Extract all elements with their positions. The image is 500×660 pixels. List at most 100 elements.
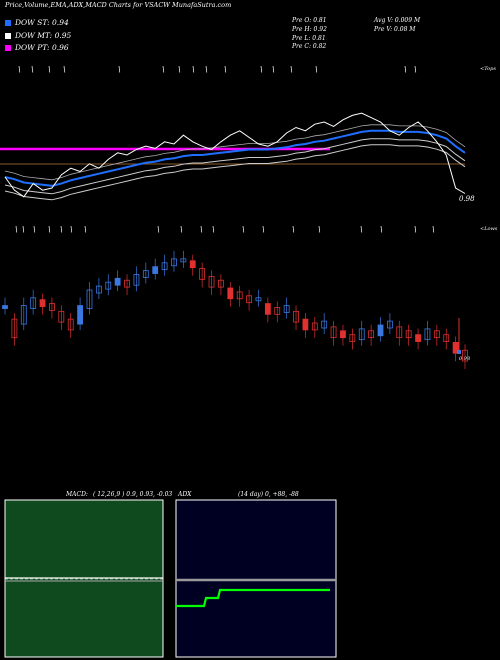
top-arrow: \ [315,65,318,74]
last-candle-body [457,350,461,354]
candle-body [433,330,440,339]
candle-body [105,281,112,290]
candle-body [283,305,290,313]
bottom-arrow: \ [292,225,295,234]
bottom-arrow: \ [15,225,18,234]
last-price-label-lower: 0.98 [459,356,471,362]
bottom-arrow: \ [432,225,435,234]
candle-body [274,307,281,315]
top-arrow: \ [192,65,195,74]
envelope-low-line [4,144,466,201]
candle-body [293,310,299,323]
bottom-arrow: \ [380,225,383,234]
top-arrow: \ [414,65,417,74]
candle-body [133,274,140,286]
candle-body [443,334,450,342]
bottom-arrow: \ [70,225,73,234]
candle-body [161,262,168,271]
candle-body [208,275,215,288]
stat-prev-high: Pre H: 0.92 [292,26,327,33]
candle-body [77,305,84,325]
candle-body [152,266,159,274]
top-arrow: \ [31,65,34,74]
bottom-arrow: \ [48,225,51,234]
top-arrow: \ [48,65,51,74]
adx-params: (14 day) 0, +88, -88 [238,491,299,498]
candle-body [340,330,346,339]
candle-body [58,310,65,323]
bottom-arrow: \ [414,225,417,234]
top-arrow: \ [272,65,275,74]
bottom-arrow: \ [180,225,183,234]
bottom-arrow: \ [84,225,87,234]
top-arrow: \ [205,65,208,74]
candle-body [264,303,271,315]
legend-label: DOW PT: 0.96 [15,43,69,52]
chart-title: Price,Volume,EMA,ADX,MACD Charts for VSA… [5,1,232,9]
candle-body [218,279,224,288]
macd-params: ( 12,26,9 ) 0.9, 0.93, -0.03 [93,491,173,498]
candle-body [452,342,459,354]
candle-body [377,324,384,337]
top-arrow: \ [224,65,227,74]
adx-plus-di-line [176,588,330,608]
bottom-arrow: \ [242,225,245,234]
candle-body [396,326,403,339]
legend-dow-pt: DOW PT: 0.96 [5,43,69,52]
envelope-mid-line [4,138,466,195]
candle-body [2,305,8,309]
candle-body [124,279,130,288]
candle-body [255,297,262,302]
candle-body [39,299,46,307]
bottom-arrow: \ [360,225,363,234]
top-arrow: \ [63,65,66,74]
top-arrow: \ [162,65,165,74]
bottom-arrow: \ [33,225,36,234]
bottom-arrow: \ [318,225,321,234]
candle-body [227,287,234,300]
adx-panel-bg [175,499,337,658]
candle-body [67,318,74,331]
candle-body [330,326,337,339]
bottom-arrow: \ [200,225,203,234]
stat-prev-open: Pre O: 0.81 [292,17,327,24]
lows-label: <Lows [480,226,498,232]
legend-swatch-blue [5,20,11,26]
candle-body [405,330,412,339]
top-arrow: \ [118,65,121,74]
price-line [4,112,466,198]
legend-label: DOW ST: 0.94 [15,18,69,27]
bottom-arrow: \ [157,225,160,234]
candle-body [386,320,393,329]
bottom-arrow: \ [60,225,63,234]
candle-body [424,328,431,341]
candle-body [171,258,177,267]
top-arrow: \ [290,65,293,74]
candle-body [86,289,93,309]
bottom-arrow: \ [22,225,25,234]
legend-label: DOW MT: 0.95 [15,31,72,40]
legend-swatch-magenta [5,45,11,51]
candle-body [199,268,206,280]
stat-prev-volume: Pre V: 0.08 M [374,26,416,33]
last-price-label: 0.98 [459,195,475,203]
candle-body [321,320,328,329]
legend-swatch-white [5,33,11,39]
envelope-high-line [4,124,466,181]
candle-body [189,260,196,269]
candle-body [302,318,309,331]
tops-label: <Tops [480,66,496,72]
candle-body [11,318,18,339]
stat-avg-volume: Avg V: 0.009 M [374,17,421,24]
adx-label: ADX [178,491,192,498]
legend-dow-mt: DOW MT: 0.95 [5,31,71,40]
top-arrow: \ [404,65,407,74]
stat-prev-low: Pre L: 0.81 [292,35,326,42]
candle-body [114,277,121,286]
candle-body [462,349,468,362]
top-arrow: \ [18,65,21,74]
candle-body [349,334,356,342]
candle-body [415,334,421,342]
bottom-arrow: \ [262,225,265,234]
